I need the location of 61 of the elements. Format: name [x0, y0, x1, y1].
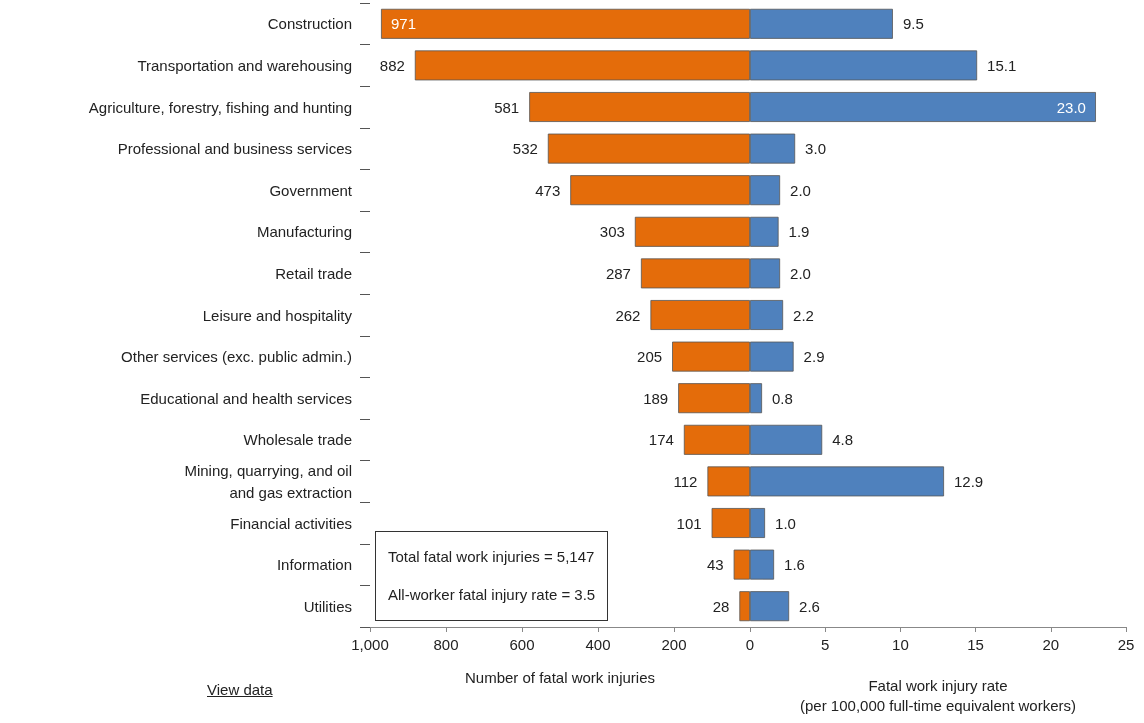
data-label: 971	[391, 15, 417, 33]
data-label: 287	[605, 264, 631, 282]
data-label: 3.0	[805, 140, 826, 158]
data-label: 1.6	[784, 556, 805, 574]
y-tick-label: Professional and business services	[117, 140, 352, 158]
x-tick-label: 15	[967, 636, 984, 653]
text: View data	[207, 681, 273, 698]
data-label: 2.0	[790, 181, 811, 199]
data-label: 43	[706, 556, 724, 574]
y-tick-label: Retail trade	[275, 264, 352, 282]
data-label: 303	[599, 223, 625, 241]
data-label: 23.0	[1056, 98, 1086, 116]
y-tick-label: Construction	[267, 15, 352, 33]
y-tick-label: Information	[276, 556, 352, 574]
data-label: 1.0	[775, 514, 796, 532]
data-label: 9.5	[902, 15, 924, 33]
x-axis-title: Number of fatal work injuries	[464, 668, 656, 686]
annotation: All-worker fatal injury rate = 3.5	[388, 585, 596, 605]
x-tick-label: 800	[433, 636, 459, 653]
data-label: 12.9	[954, 472, 984, 490]
data-label: 2.2	[793, 306, 814, 324]
y-tick-label: Educational and health services	[140, 389, 352, 407]
data-label: 473	[535, 181, 561, 199]
data-label: 532	[512, 140, 538, 158]
x-axis-title: Fatal work injury rate (per 100,000 full-time equivalent workers)	[800, 676, 1076, 714]
y-tick-label: Mining, quarrying, and oil and gas extraction	[184, 461, 352, 501]
data-label: 0.8	[772, 389, 793, 407]
data-label: 2.9	[803, 348, 825, 366]
x-tick-label: 600	[509, 636, 535, 653]
data-label: 15.1	[987, 56, 1017, 74]
annotation: Total fatal work injuries = 5,147	[388, 547, 596, 567]
data-label: 581	[494, 98, 520, 116]
y-tick-label: Utilities	[303, 597, 352, 615]
x-tick-label: 25	[1117, 636, 1135, 653]
x-tick-label: 10	[892, 636, 909, 653]
y-tick-label: Manufacturing	[256, 223, 352, 241]
data-label: 1.9	[788, 223, 810, 241]
data-label: 882	[379, 56, 405, 74]
y-tick-label: Wholesale trade	[243, 431, 352, 449]
x-tick-label: 1,000	[351, 636, 389, 653]
data-label: 112	[673, 472, 698, 490]
x-tick-label: 0	[745, 636, 755, 653]
data-label: 101	[676, 514, 702, 532]
y-tick-label: Agriculture, forestry, fishing and hunting	[88, 98, 352, 116]
y-tick-label: Leisure and hospitality	[202, 306, 353, 324]
x-tick-label: 20	[1042, 636, 1060, 653]
data-label: 2.0	[790, 264, 811, 282]
y-tick-label: Other services (exc. public admin.)	[121, 348, 352, 366]
data-label: 262	[615, 306, 641, 324]
x-tick-label: 200	[661, 636, 687, 653]
y-tick-label: Financial activities	[230, 514, 352, 532]
data-label: 28	[712, 597, 730, 615]
data-label: 174	[648, 431, 674, 449]
x-tick-label: 5	[821, 636, 830, 653]
data-label: 189	[643, 389, 669, 407]
data-label: 205	[637, 348, 663, 366]
data-label: 2.6	[799, 597, 820, 615]
y-tick-label: Transportation and warehousing	[137, 56, 352, 74]
x-tick-label: 400	[585, 636, 611, 653]
y-tick-label: Government	[269, 181, 353, 199]
data-label: 4.8	[832, 431, 854, 449]
